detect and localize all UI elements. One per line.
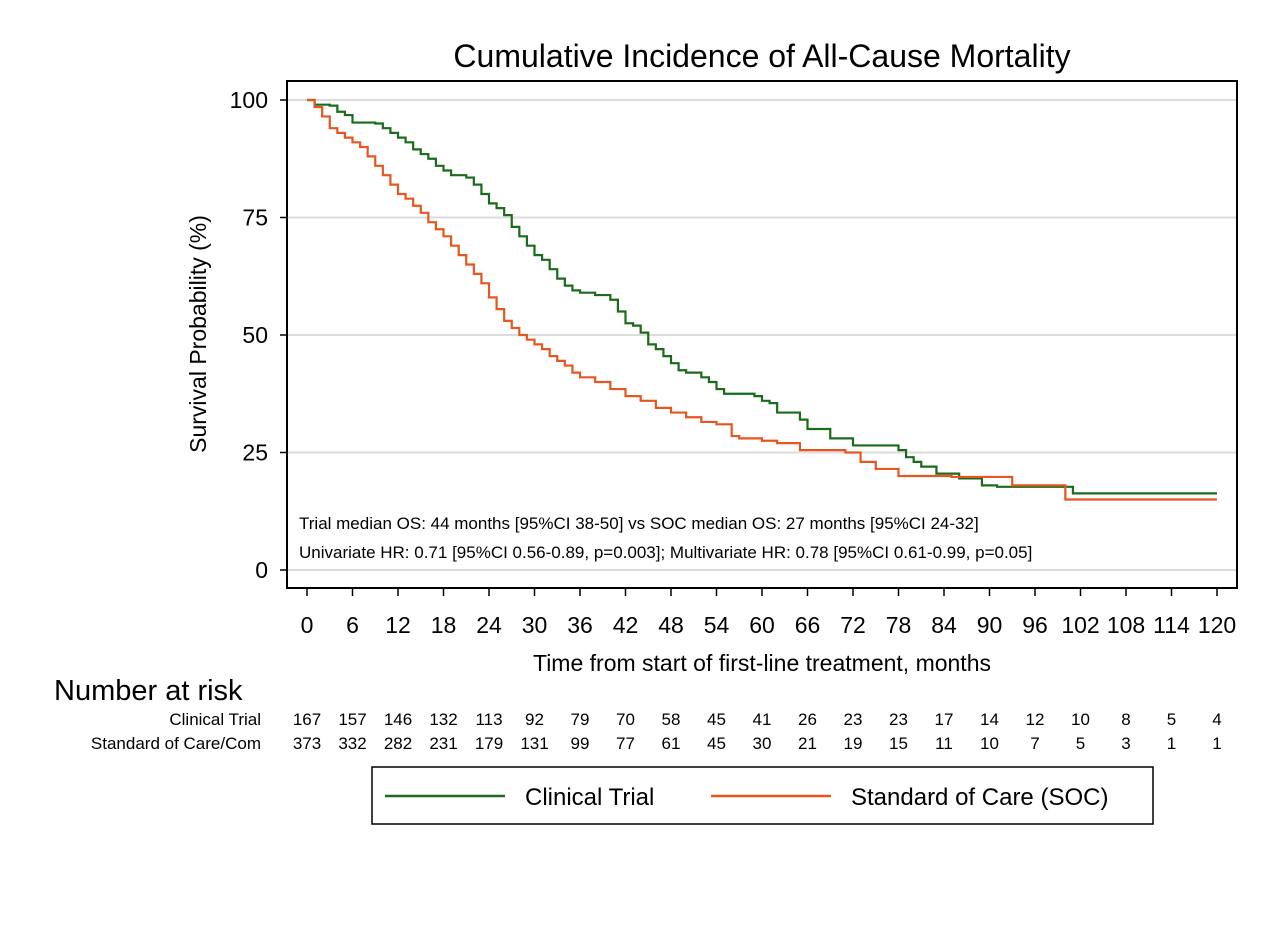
risk-value: 131: [520, 734, 548, 753]
risk-value: 77: [616, 734, 635, 753]
risk-value: 99: [571, 734, 590, 753]
x-tick-label: 114: [1153, 612, 1190, 638]
x-tick-label: 84: [931, 612, 957, 638]
x-tick-label: 18: [431, 612, 457, 638]
risk-value: 157: [338, 710, 366, 729]
risk-value: 41: [753, 710, 772, 729]
x-tick-label: 96: [1022, 612, 1048, 638]
risk-value: 167: [293, 710, 321, 729]
risk-value: 15: [889, 734, 908, 753]
risk-value: 10: [1071, 710, 1090, 729]
y-tick-label: 75: [242, 205, 268, 231]
risk-value: 70: [616, 710, 635, 729]
x-tick-label: 24: [476, 612, 502, 638]
x-tick-label: 72: [840, 612, 866, 638]
risk-value: 92: [525, 710, 544, 729]
chart-title: Cumulative Incidence of All-Cause Mortal…: [453, 38, 1070, 74]
x-tick-label: 12: [385, 612, 411, 638]
y-axis-label: Survival Probability (%): [185, 215, 211, 453]
gridlines: [288, 99, 1236, 571]
risk-value: 11: [935, 734, 953, 753]
x-tick-label: 78: [886, 612, 912, 638]
y-tick-label: 100: [230, 87, 268, 113]
risk-value: 113: [475, 710, 502, 729]
risk-value: 61: [662, 734, 681, 753]
risk-value: 23: [889, 710, 908, 729]
legend-label-clinical-trial: Clinical Trial: [525, 784, 654, 811]
x-tick-label: 102: [1061, 612, 1099, 638]
risk-value: 282: [384, 734, 412, 753]
risk-value: 23: [844, 710, 863, 729]
risk-value: 30: [753, 734, 772, 753]
x-tick-label: 48: [658, 612, 684, 638]
risk-value: 4: [1212, 710, 1221, 729]
x-tick-label: 54: [704, 612, 730, 638]
x-tick-label: 60: [749, 612, 775, 638]
x-tick-label: 0: [301, 612, 314, 638]
y-tick-label: 25: [242, 440, 268, 466]
risk-value: 1: [1167, 734, 1176, 753]
y-tick-label: 0: [255, 557, 268, 583]
risk-value: 45: [707, 734, 726, 753]
risk-value: 132: [429, 710, 457, 729]
annotation-median-os: Trial median OS: 44 months [95%CI 38-50]…: [299, 514, 979, 533]
risk-value: 3: [1121, 734, 1130, 753]
risk-row-label-standard-of-care: Standard of Care/Com: [91, 734, 261, 753]
risk-value: 21: [798, 734, 817, 753]
risk-table-values: 167 157 146 132 113 92 79 70 58 45 41 26 23 23 17 14 12 1…: [293, 710, 1222, 753]
risk-value: 332: [338, 734, 366, 753]
risk-value: 231: [429, 734, 457, 753]
risk-value: 8: [1121, 710, 1130, 729]
risk-value: 19: [844, 734, 863, 753]
risk-value: 45: [707, 710, 726, 729]
curve-clinical-trial: [307, 98, 1217, 495]
annotation-hazard-ratio: Univariate HR: 0.71 [95%CI 0.56-0.89, p=…: [299, 543, 1032, 562]
survival-curves: [307, 98, 1217, 501]
risk-value: 79: [571, 710, 590, 729]
x-tick-label: 30: [522, 612, 548, 638]
x-axis-label: Time from start of first-line treatment,…: [533, 650, 991, 676]
risk-value: 17: [935, 710, 954, 729]
x-tick-label: 66: [795, 612, 821, 638]
risk-value: 179: [475, 734, 503, 753]
x-tick-label: 36: [567, 612, 593, 638]
risk-value: 5: [1076, 734, 1085, 753]
x-axis-ticks: 0 6 12 18 24 30 36 42 48 54 60 66 72 78 84 90 96 102 108 11…: [301, 588, 1236, 638]
risk-row-label-clinical-trial: Clinical Trial: [169, 710, 261, 729]
x-tick-label: 90: [977, 612, 1003, 638]
risk-value: 14: [980, 710, 999, 729]
y-tick-label: 50: [242, 322, 268, 348]
legend: Clinical Trial Standard of Care (SOC): [371, 766, 1154, 825]
risk-value: 373: [293, 734, 321, 753]
curve-standard-of-care: [307, 98, 1217, 501]
risk-value: 26: [798, 710, 817, 729]
x-tick-label: 6: [346, 612, 359, 638]
risk-value: 146: [384, 710, 412, 729]
risk-value: 10: [980, 734, 999, 753]
risk-value: 58: [662, 710, 681, 729]
risk-value: 7: [1030, 734, 1039, 753]
x-tick-label: 120: [1198, 612, 1236, 638]
risk-value: 12: [1026, 710, 1045, 729]
risk-value: 5: [1167, 710, 1176, 729]
x-tick-label: 42: [613, 612, 639, 638]
x-tick-label: 108: [1107, 612, 1145, 638]
risk-value: 1: [1212, 734, 1221, 753]
y-axis-ticks: 100 75 50 25 0: [230, 87, 287, 583]
legend-label-standard-of-care: Standard of Care (SOC): [851, 784, 1108, 811]
risk-table-title: Number at risk: [54, 675, 243, 707]
